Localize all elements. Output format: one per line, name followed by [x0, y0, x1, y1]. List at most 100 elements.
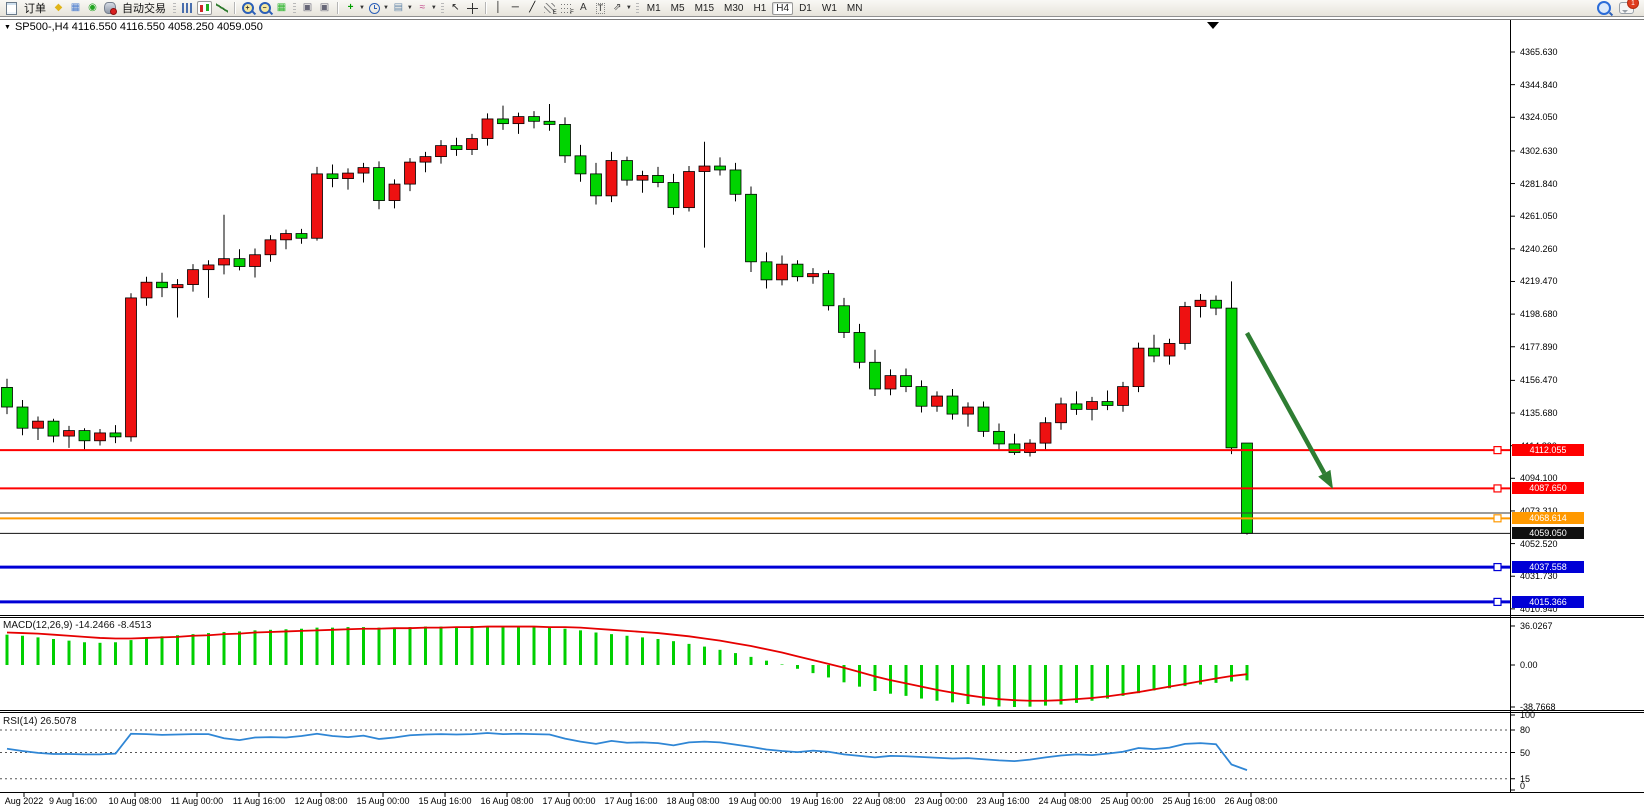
timeframe-m15[interactable]: M15 [694, 2, 715, 14]
candle-down [946, 395, 959, 415]
candle-up [636, 175, 649, 181]
new-order-icon[interactable] [4, 1, 19, 15]
timeframes-menu-icon[interactable] [367, 1, 382, 15]
candle-down [1225, 307, 1238, 449]
candle-down [47, 420, 60, 437]
text-label-icon[interactable]: T [595, 2, 606, 14]
candle-up [683, 171, 695, 209]
arrows-icon[interactable]: ⇗ [613, 2, 622, 13]
candle-down [1008, 443, 1021, 453]
candle-up [776, 263, 788, 281]
candle-down [574, 155, 587, 175]
timeframe-m5[interactable]: M5 [670, 2, 685, 14]
new-order-label[interactable]: 订单 [24, 3, 46, 15]
timeframes-dropdown-icon[interactable]: ▼ [382, 5, 389, 11]
signals-icon[interactable]: ◉ [88, 2, 97, 13]
candle-down [373, 167, 385, 201]
arrows-dropdown-icon[interactable]: ▼ [625, 5, 632, 11]
candle-down [1148, 347, 1160, 357]
candle-down [497, 118, 509, 125]
timeframe-h4[interactable]: H4 [772, 1, 794, 15]
candle-down [559, 124, 571, 157]
candle-down [729, 169, 742, 195]
rsi-line [6, 732, 1248, 771]
candlestick-chart-icon[interactable] [197, 1, 212, 15]
candle-up [264, 239, 277, 256]
indicator-windows-icon[interactable]: ≈ [419, 2, 426, 13]
charts-window-icon[interactable]: ▦ [70, 2, 81, 13]
toolbar-group-timeframes: M1 M5 M15 M30 H1 H4 D1 W1 MN [641, 0, 869, 17]
candle-down [590, 173, 602, 197]
candle-up [342, 172, 354, 179]
timeframe-h1[interactable]: H1 [753, 2, 767, 14]
zoom-in-icon[interactable]: + [240, 1, 255, 15]
notifications-icon[interactable]: 1 [1619, 0, 1639, 15]
toolbar-group-objects: ↖ │ ─ ╱ E F A T ⇗ ▼ [446, 0, 634, 17]
trendline-icon[interactable]: ╱ [529, 2, 536, 13]
timeframe-m1[interactable]: M1 [646, 2, 661, 14]
fibonacci-icon[interactable]: F [559, 1, 574, 16]
cursor-icon[interactable]: ↖ [451, 2, 460, 13]
horizontal-line-icon[interactable]: ─ [511, 2, 519, 13]
tile-windows-icon[interactable]: ▦ [276, 2, 287, 13]
candle-up [512, 116, 525, 125]
toolbar-group-trade: 订单 ◆ ▦ ◉ 自动交易 [2, 0, 171, 17]
candle-up [466, 138, 478, 150]
bar-chart-icon[interactable] [180, 1, 195, 15]
candle-up [605, 160, 618, 197]
candle-up [1117, 386, 1129, 406]
candle-up [249, 254, 261, 267]
indicators-icon[interactable]: + [347, 2, 354, 13]
timeframe-mn[interactable]: MN [846, 2, 863, 14]
candle-up [32, 420, 44, 429]
candle-down [667, 182, 680, 209]
templates-icon[interactable]: ▤ [393, 2, 404, 13]
macd-signal-line [6, 625, 1248, 702]
candle-down [156, 281, 168, 289]
toolbar-grip[interactable] [635, 2, 639, 14]
text-icon[interactable]: A [579, 2, 587, 13]
candle-up [419, 156, 432, 163]
candle-up [187, 269, 199, 285]
toolbar-grip[interactable] [293, 2, 296, 14]
candle-down [838, 305, 850, 333]
timeframe-m30[interactable]: M30 [724, 2, 744, 14]
indicator-windows-dropdown-icon[interactable]: ▼ [430, 5, 437, 11]
candle-up [1086, 401, 1098, 410]
candle-up [884, 375, 897, 390]
candle-up [1039, 422, 1052, 444]
navigator-icon[interactable]: ◆ [54, 2, 63, 13]
indicators-dropdown-icon[interactable]: ▼ [359, 5, 365, 11]
candle-up [125, 297, 137, 438]
line-chart-icon[interactable] [214, 1, 229, 15]
candle-down [450, 145, 463, 150]
toolbar: 订单 ◆ ▦ ◉ 自动交易 + − ▦ ▣ ▣ + ▼ ▼ ▤ ▼ ≈ ▼ [0, 0, 1644, 17]
candle-up [1179, 306, 1191, 344]
zoom-out-icon[interactable]: − [257, 1, 272, 15]
candle-down [853, 332, 866, 363]
trend-arrow-head [1318, 469, 1333, 489]
search-icon[interactable] [1596, 1, 1611, 15]
candle-down [1210, 299, 1222, 309]
autotrading-icon[interactable] [102, 1, 117, 15]
new-chart-icon[interactable]: ▣ [302, 2, 313, 13]
equidistant-channel-icon[interactable]: E [542, 1, 557, 16]
vertical-line-icon[interactable]: │ [495, 2, 502, 13]
candle-up [404, 161, 416, 185]
crosshair-icon[interactable] [465, 1, 480, 15]
toolbar-grip[interactable] [440, 2, 444, 14]
candle-up [1163, 343, 1176, 357]
timeframe-w1[interactable]: W1 [821, 2, 837, 14]
candle-down [652, 175, 664, 183]
autotrading-label[interactable]: 自动交易 [122, 3, 166, 15]
timeframe-d1[interactable]: D1 [799, 2, 812, 14]
toolbar-grip[interactable] [173, 2, 176, 14]
chart-profiles-icon[interactable]: ▣ [319, 2, 330, 13]
templates-dropdown-icon[interactable]: ▼ [406, 5, 413, 11]
notification-badge: 1 [1627, 0, 1639, 9]
candle-down [760, 261, 773, 281]
candle-down [528, 116, 540, 122]
candle-down [295, 233, 308, 239]
